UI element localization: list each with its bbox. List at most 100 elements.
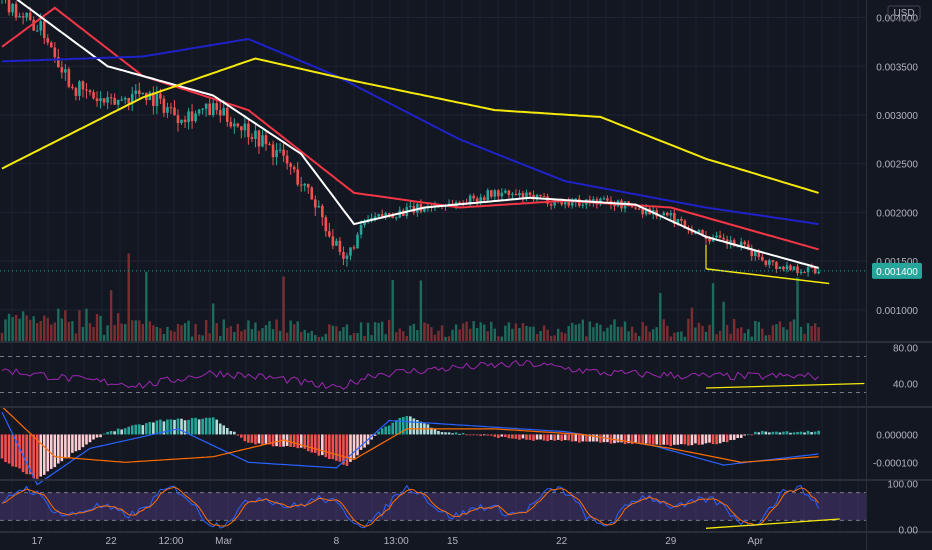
candle-body[interactable] [331, 236, 335, 246]
candle-body[interactable] [736, 246, 739, 248]
candle-body[interactable] [324, 217, 328, 232]
candle-body[interactable] [377, 214, 380, 217]
stoch-k-line[interactable] [1, 484, 820, 529]
candle-body[interactable] [166, 107, 169, 113]
candle-body[interactable] [204, 103, 208, 109]
candle-body[interactable] [349, 247, 352, 256]
candle-body[interactable] [141, 92, 145, 95]
candle-body[interactable] [644, 208, 648, 215]
candle-body[interactable] [775, 261, 778, 269]
candle-body[interactable] [243, 123, 247, 131]
candle-body[interactable] [458, 202, 461, 204]
candle-body[interactable] [394, 217, 398, 219]
candle-body[interactable] [225, 107, 229, 122]
candle-body[interactable] [25, 12, 28, 18]
candle-body[interactable] [81, 81, 85, 90]
candle-body[interactable] [102, 98, 106, 103]
candle-body[interactable] [743, 241, 747, 245]
candle-body[interactable] [356, 234, 359, 249]
candle-body[interactable] [542, 196, 546, 198]
candle-body[interactable] [602, 198, 606, 200]
candle-body[interactable] [53, 47, 57, 58]
candle-body[interactable] [148, 92, 152, 101]
candle-body[interactable] [511, 193, 514, 195]
candle-body[interactable] [127, 97, 131, 104]
macd-signal-line[interactable] [1, 406, 819, 463]
candle-body[interactable] [560, 200, 563, 205]
candle-body[interactable] [159, 93, 162, 99]
candle-body[interactable] [669, 213, 673, 216]
candle-body[interactable] [88, 90, 92, 93]
candle-body[interactable] [342, 252, 345, 259]
candle-body[interactable] [409, 205, 412, 208]
candle-body[interactable] [757, 251, 761, 257]
candle-body[interactable] [211, 103, 215, 116]
candle-body[interactable] [785, 265, 789, 270]
currency-box[interactable] [887, 5, 921, 21]
candle-body[interactable] [173, 107, 176, 116]
price-pane[interactable] [0, 0, 866, 341]
candle-body[interactable] [718, 235, 722, 238]
candle-body[interactable] [739, 241, 743, 247]
candle-body[interactable] [817, 271, 820, 274]
candle-body[interactable] [750, 249, 754, 257]
candle-body[interactable] [803, 271, 806, 273]
stoch-d-line[interactable] [1, 486, 819, 527]
candle-body[interactable] [335, 240, 338, 246]
candle-body[interactable] [197, 109, 201, 114]
candle-body[interactable] [106, 97, 109, 103]
candle-body[interactable] [95, 98, 99, 102]
candle-body[interactable] [391, 214, 395, 218]
candle-body[interactable] [676, 218, 680, 224]
candle-body[interactable] [701, 229, 704, 236]
candle-body[interactable] [497, 190, 500, 197]
candle-body[interactable] [78, 81, 81, 96]
candle-body[interactable] [35, 30, 39, 32]
candle-body[interactable] [116, 99, 120, 105]
candle-body[interactable] [123, 97, 127, 100]
candle-body[interactable] [247, 123, 250, 138]
candle-body[interactable] [71, 86, 74, 89]
candle-body[interactable] [493, 190, 497, 197]
candle-body[interactable] [180, 119, 183, 124]
candle-body[interactable] [99, 98, 102, 102]
candle-body[interactable] [257, 130, 261, 147]
candle-body[interactable] [380, 214, 384, 218]
candle-body[interactable] [236, 123, 240, 127]
candle-body[interactable] [553, 200, 556, 206]
candle-body[interactable] [489, 190, 493, 197]
candle-body[interactable] [768, 260, 771, 265]
candle-body[interactable] [581, 204, 585, 206]
candle-body[interactable] [120, 99, 123, 101]
candle-body[interactable] [28, 12, 32, 20]
candle-body[interactable] [222, 107, 226, 116]
candle-body[interactable] [729, 240, 732, 245]
candle-body[interactable] [152, 92, 155, 106]
candle-body[interactable] [130, 93, 134, 104]
candle-body[interactable] [345, 255, 349, 259]
price-trendline[interactable] [705, 268, 830, 285]
candle-body[interactable] [275, 150, 278, 158]
candle-body[interactable] [67, 69, 71, 87]
candle-body[interactable] [482, 197, 486, 201]
candle-body[interactable] [268, 144, 271, 146]
candle-body[interactable] [187, 111, 190, 123]
candle-body[interactable] [806, 267, 810, 273]
candle-body[interactable] [7, 0, 11, 13]
candle-body[interactable] [137, 90, 141, 95]
candle-body[interactable] [753, 251, 757, 257]
moving-average-line-2[interactable] [1, 37, 819, 226]
candle-body[interactable] [183, 119, 187, 123]
candle-body[interactable] [299, 184, 303, 186]
candle-body[interactable] [715, 235, 718, 238]
candle-body[interactable] [250, 137, 254, 139]
candle-body[interactable] [514, 193, 518, 196]
candle-body[interactable] [282, 149, 285, 156]
candle-body[interactable] [546, 196, 549, 204]
candle-body[interactable] [528, 192, 532, 195]
candle-body[interactable] [271, 144, 275, 158]
candle-body[interactable] [109, 97, 113, 99]
candle-body[interactable] [208, 103, 211, 116]
candle-body[interactable] [525, 192, 528, 199]
